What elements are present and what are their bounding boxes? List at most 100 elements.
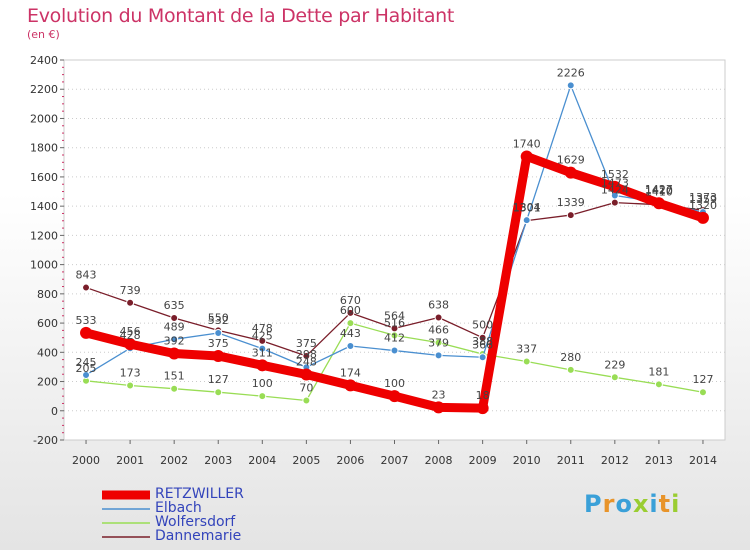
x-tick-label: 2009	[469, 454, 497, 467]
data-label-retzwiller: 248	[296, 356, 317, 369]
legend-item-elbach: Elbach	[100, 500, 300, 516]
data-point-elbach	[522, 216, 531, 225]
legend-label-elbach: Elbach	[155, 500, 202, 516]
logo-letter: o	[615, 490, 633, 518]
data-label-wolfersdorf: 280	[560, 351, 581, 364]
data-label-dannemarie: 478	[252, 322, 273, 335]
legend-label-dannemarie: Dannemarie	[155, 528, 242, 544]
data-point-dannemarie	[434, 313, 443, 322]
legend-item-wolfersdorf: Wolfersdorf	[100, 514, 300, 530]
logo-letter: i	[649, 490, 659, 518]
data-point-retzwiller	[256, 359, 269, 372]
data-point-wolfersdorf	[390, 331, 399, 340]
data-label-elbach: 366	[472, 338, 493, 351]
x-tick-label: 2006	[336, 454, 364, 467]
x-tick-label: 2003	[204, 454, 232, 467]
data-point-retzwiller	[652, 197, 665, 210]
data-label-wolfersdorf: 127	[208, 373, 229, 386]
data-point-retzwiller	[124, 338, 137, 351]
data-label-dannemarie: 670	[340, 294, 361, 307]
data-point-dannemarie	[126, 298, 135, 307]
data-point-retzwiller	[212, 349, 225, 362]
data-label-dannemarie: 638	[428, 299, 449, 312]
logo-letter: P	[584, 490, 603, 518]
data-label-elbach: 1427	[645, 183, 673, 196]
data-label-elbach: 1304	[513, 201, 541, 214]
data-point-retzwiller	[80, 326, 93, 339]
y-tick-label: 1800	[30, 142, 58, 155]
data-point-dannemarie	[478, 333, 487, 342]
data-label-retzwiller: 1320	[689, 199, 717, 212]
data-point-dannemarie	[82, 283, 91, 292]
data-label-wolfersdorf: 600	[340, 304, 361, 317]
data-point-wolfersdorf	[302, 396, 311, 405]
data-point-retzwiller	[608, 180, 621, 193]
data-point-elbach	[258, 344, 267, 353]
y-tick-label: 2000	[30, 112, 58, 125]
data-label-dannemarie: 843	[76, 269, 97, 282]
data-label-dannemarie: 500	[472, 319, 493, 332]
data-label-elbach: 379	[428, 336, 449, 349]
data-label-dannemarie: 550	[208, 311, 229, 324]
data-point-dannemarie	[258, 336, 267, 345]
data-label-retzwiller: 533	[76, 314, 97, 327]
data-label-elbach: 1359	[689, 193, 717, 206]
data-label-elbach: 489	[164, 320, 185, 333]
data-label-retzwiller: 375	[208, 337, 229, 350]
data-label-wolfersdorf: 388	[472, 335, 493, 348]
logo-letter: t	[658, 490, 672, 518]
x-tick-label: 2008	[425, 454, 453, 467]
data-label-dannemarie: 1410	[645, 186, 673, 199]
data-point-elbach	[346, 342, 355, 351]
data-label-dannemarie: 635	[164, 299, 185, 312]
legend-label-wolfersdorf: Wolfersdorf	[155, 514, 236, 530]
data-label-wolfersdorf: 100	[252, 377, 273, 390]
data-label-retzwiller: 1740	[513, 137, 541, 150]
data-point-wolfersdorf	[654, 380, 663, 389]
data-point-wolfersdorf	[610, 373, 619, 382]
data-point-elbach	[434, 351, 443, 360]
y-tick-label: 600	[37, 317, 58, 330]
data-label-wolfersdorf: 127	[692, 373, 713, 386]
data-label-dannemarie: 739	[120, 284, 141, 297]
y-tick-label: 200	[37, 376, 58, 389]
data-label-elbach: 412	[384, 332, 405, 345]
x-tick-label: 2001	[116, 454, 144, 467]
data-label-elbach: 298	[296, 348, 317, 361]
y-tick-label: -200	[33, 434, 58, 447]
chart-subtitle: (en €)	[27, 28, 60, 41]
y-tick-label: 2200	[30, 83, 58, 96]
data-label-retzwiller: 311	[252, 346, 273, 359]
legend-swatch-elbach	[102, 508, 150, 510]
data-point-wolfersdorf	[214, 388, 223, 397]
data-point-wolfersdorf	[434, 338, 443, 347]
data-label-dannemarie: 1424	[601, 184, 629, 197]
data-label-elbach: 245	[76, 356, 97, 369]
data-label-elbach: 1473	[601, 176, 629, 189]
data-label-retzwiller: 1532	[601, 168, 629, 181]
x-tick-label: 2011	[557, 454, 585, 467]
data-label-retzwiller: 18	[476, 389, 490, 402]
data-label-dannemarie: 564	[384, 309, 405, 322]
data-point-elbach	[170, 335, 179, 344]
data-point-wolfersdorf	[126, 381, 135, 390]
y-tick-label: 400	[37, 346, 58, 359]
data-label-retzwiller: 174	[340, 366, 361, 379]
data-point-retzwiller	[476, 402, 489, 415]
legend-swatch-retzwiller	[102, 490, 150, 500]
x-tick-label: 2014	[689, 454, 717, 467]
y-tick-label: 0	[51, 405, 58, 418]
legend-item-dannemarie: Dannemarie	[100, 528, 300, 544]
y-tick-label: 1200	[30, 229, 58, 242]
x-tick-label: 2013	[645, 454, 673, 467]
y-tick-label: 800	[37, 288, 58, 301]
data-label-wolfersdorf: 229	[604, 358, 625, 371]
data-point-retzwiller	[432, 401, 445, 414]
data-label-elbach: 532	[208, 314, 229, 327]
data-label-wolfersdorf: 151	[164, 370, 185, 383]
data-point-dannemarie	[610, 198, 619, 207]
data-point-wolfersdorf	[258, 392, 267, 401]
data-label-elbach: 2226	[557, 66, 585, 79]
data-point-elbach	[82, 370, 91, 379]
y-tick-label: 1600	[30, 171, 58, 184]
